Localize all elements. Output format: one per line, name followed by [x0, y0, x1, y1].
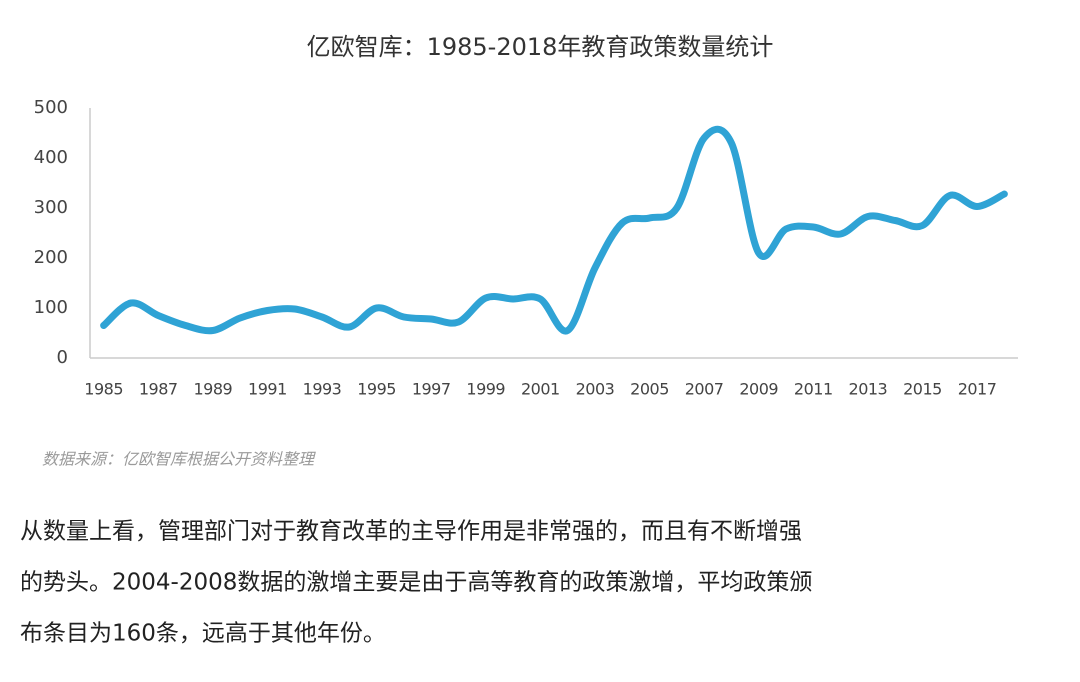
- x-tick-label: 2015: [903, 380, 942, 399]
- x-tick-label: 1995: [357, 380, 396, 399]
- x-tick-label: 2003: [576, 380, 615, 399]
- source-note: 数据来源：亿欧智库根据公开资料整理: [42, 450, 316, 469]
- x-tick-label: 2013: [849, 380, 888, 399]
- x-tick-label: 2017: [958, 380, 997, 399]
- y-tick-label: 400: [34, 147, 68, 168]
- description-line: 的势头。2004-2008数据的激增主要是由于高等教育的政策激增，平均政策颁: [20, 570, 812, 596]
- description-line: 从数量上看，管理部门对于教育改革的主导作用是非常强的，而且有不断增强: [20, 519, 802, 545]
- x-tick-label: 2011: [794, 380, 833, 399]
- x-tick-label: 1997: [412, 380, 451, 399]
- x-tick-label: 2009: [739, 380, 778, 399]
- y-tick-label: 200: [34, 247, 68, 268]
- chart-title: 亿欧智库：1985-2018年教育政策数量统计: [307, 33, 774, 61]
- x-tick-label: 1993: [303, 380, 342, 399]
- description-line: 布条目为160条，远高于其他年份。: [20, 621, 386, 647]
- x-tick-label: 1999: [466, 380, 505, 399]
- x-tick-label: 1989: [193, 380, 232, 399]
- y-tick-label: 100: [34, 297, 68, 318]
- x-tick-label: 1991: [248, 380, 287, 399]
- x-tick-label: 2001: [521, 380, 560, 399]
- y-tick-label: 0: [57, 347, 68, 368]
- x-tick-label: 1985: [84, 380, 123, 399]
- data-line: [100, 125, 1008, 335]
- x-tick-label: 2005: [630, 380, 669, 399]
- y-tick-label: 300: [34, 197, 68, 218]
- x-tick-label: 2007: [685, 380, 724, 399]
- x-tick-label: 1987: [139, 380, 178, 399]
- y-tick-label: 500: [34, 97, 68, 118]
